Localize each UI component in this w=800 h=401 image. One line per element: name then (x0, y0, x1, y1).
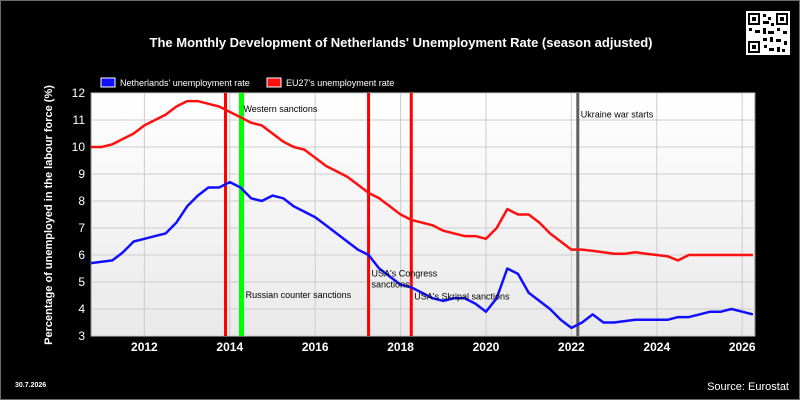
x-tick-label: 2016 (302, 340, 329, 354)
x-tick-label: 2020 (473, 340, 500, 354)
x-tick-label: 2024 (643, 340, 670, 354)
grid (91, 92, 755, 337)
event-label: USA's Skripal sanctions (414, 292, 510, 302)
y-tick-label: 10 (72, 140, 86, 154)
legend-swatch (100, 77, 116, 88)
event-label: Ukraine war starts (581, 109, 654, 119)
y-tick-label: 4 (78, 302, 85, 316)
y-axis-label: Percentage of unemployed in the labour f… (43, 85, 55, 345)
footer-date: 30.7.2026 (15, 382, 46, 389)
y-tick-label: 5 (78, 275, 85, 289)
legend-label: EU27's unemployment rate (286, 78, 394, 88)
y-tick-label: 6 (78, 248, 85, 262)
y-tick-label: 8 (78, 194, 85, 208)
x-tick-labels: 2012 2014 2016 2018 2020 2022 2024 2026 (131, 340, 756, 354)
plot-area (90, 92, 756, 337)
y-tick-labels: 3 4 5 6 7 8 9 10 11 12 (72, 86, 86, 343)
legend-label: Netherlands' unemployment rate (120, 78, 250, 88)
chart-title: The Monthly Development of Netherlands' … (150, 35, 653, 50)
x-tick-label: 2026 (729, 340, 756, 354)
event-label: Western sanctions (243, 104, 317, 114)
series-lines (90, 99, 754, 330)
series-line (91, 99, 753, 262)
legend-swatch (266, 77, 282, 88)
qr-code-icon (746, 11, 790, 55)
x-tick-label: 2022 (558, 340, 585, 354)
event-labels: Western sanctions Russian counter sanctio… (243, 104, 653, 302)
y-tick-label: 11 (73, 113, 86, 127)
y-tick-label: 7 (78, 221, 85, 235)
event-label: Russian counter sanctions (246, 290, 352, 300)
series-line (90, 180, 754, 330)
footer-source: Source: Eurostat (707, 381, 789, 393)
x-tick-label: 2018 (387, 340, 414, 354)
y-tick-label: 3 (78, 329, 85, 343)
x-tick-label: 2014 (216, 340, 243, 354)
event-label: USA's Congress sanctions (372, 269, 438, 290)
event-lines (224, 93, 580, 336)
y-tick-label: 12 (72, 86, 86, 100)
y-tick-label: 9 (78, 167, 85, 181)
x-tick-label: 2012 (131, 340, 158, 354)
legend: Netherlands' unemployment rate EU27's une… (100, 77, 394, 88)
